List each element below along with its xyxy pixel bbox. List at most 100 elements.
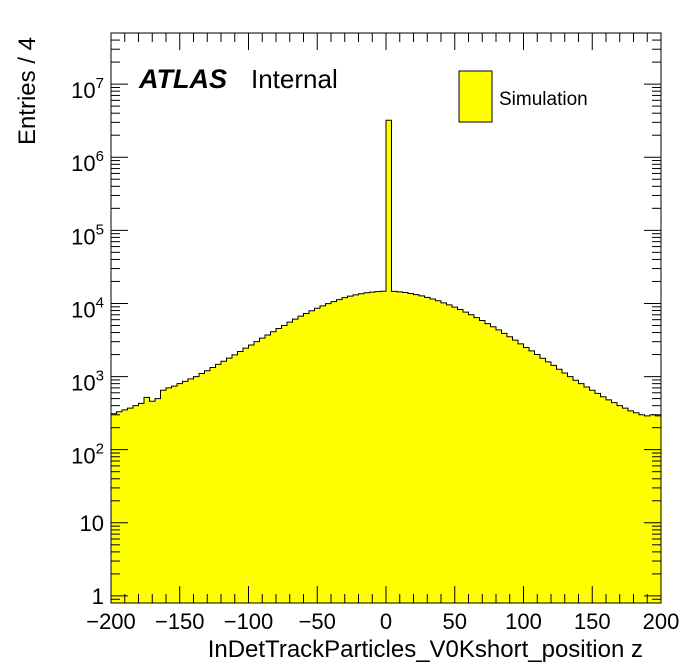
histogram-bar xyxy=(419,295,425,603)
histogram-bar xyxy=(424,297,431,603)
histogram-bar xyxy=(545,361,552,603)
histogram-bar xyxy=(507,336,513,603)
histogram-bar xyxy=(276,328,282,603)
histogram-bar xyxy=(177,383,183,603)
histogram-bar xyxy=(281,325,288,603)
histogram-bar xyxy=(523,347,530,603)
histogram-bar xyxy=(556,369,563,603)
y-tick-label: 102 xyxy=(71,441,104,469)
histogram-bar xyxy=(446,304,453,603)
histogram-bar xyxy=(655,415,662,603)
histogram-bar xyxy=(490,326,497,603)
x-axis-title: InDetTrackParticles_V0Kshort_position z xyxy=(208,636,643,663)
histogram-bar xyxy=(364,292,370,603)
histogram-bar xyxy=(182,381,189,603)
x-tick-label: 150 xyxy=(574,609,611,634)
legend-label-simulation: Simulation xyxy=(499,89,588,110)
histogram-bar xyxy=(353,294,359,603)
histogram-bar xyxy=(193,376,200,603)
histogram-bar xyxy=(375,291,381,603)
histogram-bar xyxy=(391,291,398,603)
histogram-bar xyxy=(512,340,519,603)
histogram-bar xyxy=(133,405,139,603)
histogram-bar xyxy=(320,305,326,603)
legend-swatch-simulation xyxy=(458,70,493,123)
histogram-bar xyxy=(485,323,491,603)
histogram-bar xyxy=(160,390,167,603)
histogram-bar xyxy=(402,292,409,603)
histogram-bar xyxy=(474,317,480,603)
x-tick-label: −150 xyxy=(155,609,205,634)
histogram-bar xyxy=(573,380,579,603)
histogram-bar xyxy=(611,402,618,603)
histogram-bar xyxy=(298,316,304,603)
histogram-bar xyxy=(122,409,128,603)
histogram-bar xyxy=(111,413,117,603)
histogram-bar xyxy=(204,370,211,603)
histogram-bar xyxy=(259,338,266,603)
histogram-bar xyxy=(435,300,442,603)
histogram-bar xyxy=(309,310,315,603)
y-tick-label: 106 xyxy=(71,148,104,176)
histogram-bar xyxy=(622,408,629,603)
histogram-bar xyxy=(380,291,387,603)
histogram-bar xyxy=(188,378,194,603)
histogram-bar xyxy=(650,414,656,603)
histogram-bar xyxy=(562,372,568,603)
histogram-bars xyxy=(111,119,662,603)
y-tick-label: 107 xyxy=(71,75,104,103)
y-tick-label: 1 xyxy=(92,584,104,609)
histogram-bar xyxy=(584,386,590,603)
x-tick-label: −200 xyxy=(86,609,136,634)
histogram-bar xyxy=(518,343,524,603)
histogram-bar xyxy=(237,351,244,603)
histogram-bar xyxy=(149,401,156,603)
histogram-bar xyxy=(386,120,392,603)
histogram-bar xyxy=(595,393,601,603)
x-axis: −200 −150 −100 −50 0 50 100 150 200 xyxy=(86,33,679,634)
y-tick-label: 105 xyxy=(71,221,104,249)
histogram-bar xyxy=(166,387,172,603)
histogram-bar xyxy=(369,292,376,603)
histogram-bar xyxy=(144,397,150,603)
histogram-bar xyxy=(270,331,277,603)
legend: Simulation xyxy=(458,70,588,123)
y-axis-title: Entries / 4 xyxy=(14,37,41,145)
histogram-bar xyxy=(463,312,469,603)
internal-label: Internal xyxy=(251,64,338,94)
y-axis: 1 10 102 103 104 105 106 107 xyxy=(71,32,661,609)
histogram-bar xyxy=(479,320,486,603)
histogram-bar xyxy=(287,322,293,603)
histogram-bar xyxy=(397,291,403,603)
histogram-bar xyxy=(265,335,271,603)
histogram-bar xyxy=(199,373,205,603)
histogram-bar xyxy=(639,414,645,603)
histogram-bar xyxy=(138,403,145,603)
histogram-bar xyxy=(116,411,123,603)
histogram-bar xyxy=(540,358,546,603)
histogram-bar xyxy=(501,333,508,603)
histogram-bar xyxy=(314,308,321,603)
x-tick-label: 0 xyxy=(380,609,392,634)
histogram-bar xyxy=(347,296,354,603)
histogram-bar xyxy=(413,294,420,603)
y-tick-label: 10 xyxy=(80,511,104,536)
histogram-bar xyxy=(600,396,607,603)
histogram-bar xyxy=(567,376,574,603)
histogram-bar xyxy=(496,329,502,603)
histogram-bar xyxy=(248,345,255,603)
histogram-bar xyxy=(644,415,651,603)
histogram-bar xyxy=(171,386,178,603)
atlas-label: ATLAS xyxy=(138,64,227,94)
x-tick-label: 200 xyxy=(643,609,680,634)
histogram-bar xyxy=(232,354,238,603)
histogram-bar xyxy=(127,408,134,603)
histogram-bar xyxy=(430,299,436,603)
histogram-bar xyxy=(221,361,227,603)
histogram-bar xyxy=(534,354,541,603)
y-tick-label: 103 xyxy=(71,368,104,396)
histogram-bar xyxy=(325,303,332,603)
histogram-bar xyxy=(468,314,475,603)
histogram-bar xyxy=(215,364,222,603)
